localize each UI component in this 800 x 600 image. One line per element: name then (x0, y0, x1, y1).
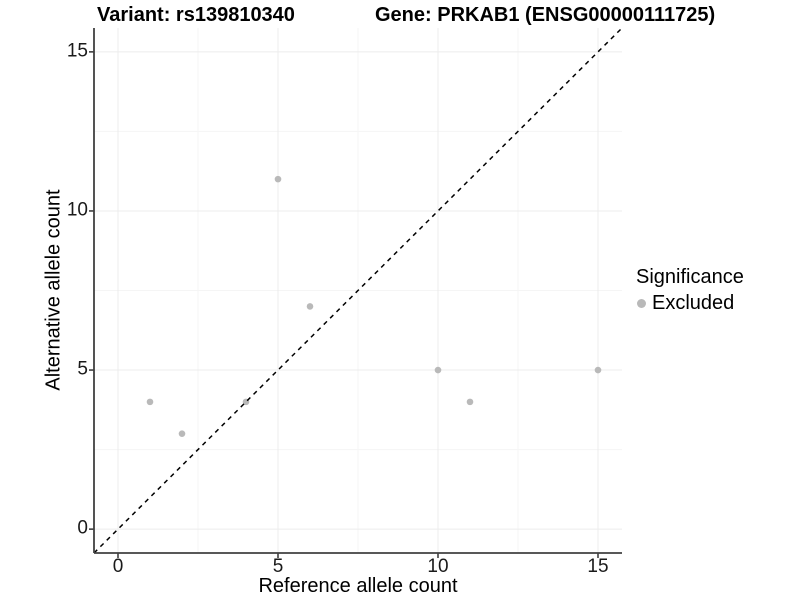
y-tick-label: 10 (66, 199, 88, 221)
y-tick-label: 15 (66, 40, 88, 62)
data-point (434, 366, 442, 374)
data-point (306, 303, 314, 310)
legend-point-icon (637, 299, 646, 308)
legend-title: Significance (636, 266, 744, 288)
legend-entry-label: Excluded (652, 292, 735, 314)
legend-entry-excluded: Excluded (636, 292, 744, 315)
y-tick-label: 0 (77, 517, 88, 539)
legend: Significance Excluded (636, 266, 744, 315)
x-tick-label: 10 (427, 556, 449, 577)
x-tick-label: 15 (587, 556, 609, 577)
data-point (274, 175, 282, 183)
data-point (466, 398, 474, 406)
data-point (146, 398, 154, 406)
data-point (594, 366, 602, 374)
data-point (178, 430, 186, 437)
identity-dashed-line (93, 27, 623, 554)
y-tick-label: 5 (77, 358, 88, 380)
plot-title-gene: Gene: PRKAB1 (ENSG00000111725) (375, 4, 716, 26)
x-axis-title: Reference allele count (258, 575, 458, 597)
y-axis-title: Alternative allele count (42, 189, 65, 391)
plot-title-variant: Variant: rs139810340 (97, 4, 295, 26)
x-tick-label: 0 (112, 556, 124, 577)
x-tick-label: 5 (272, 556, 284, 577)
